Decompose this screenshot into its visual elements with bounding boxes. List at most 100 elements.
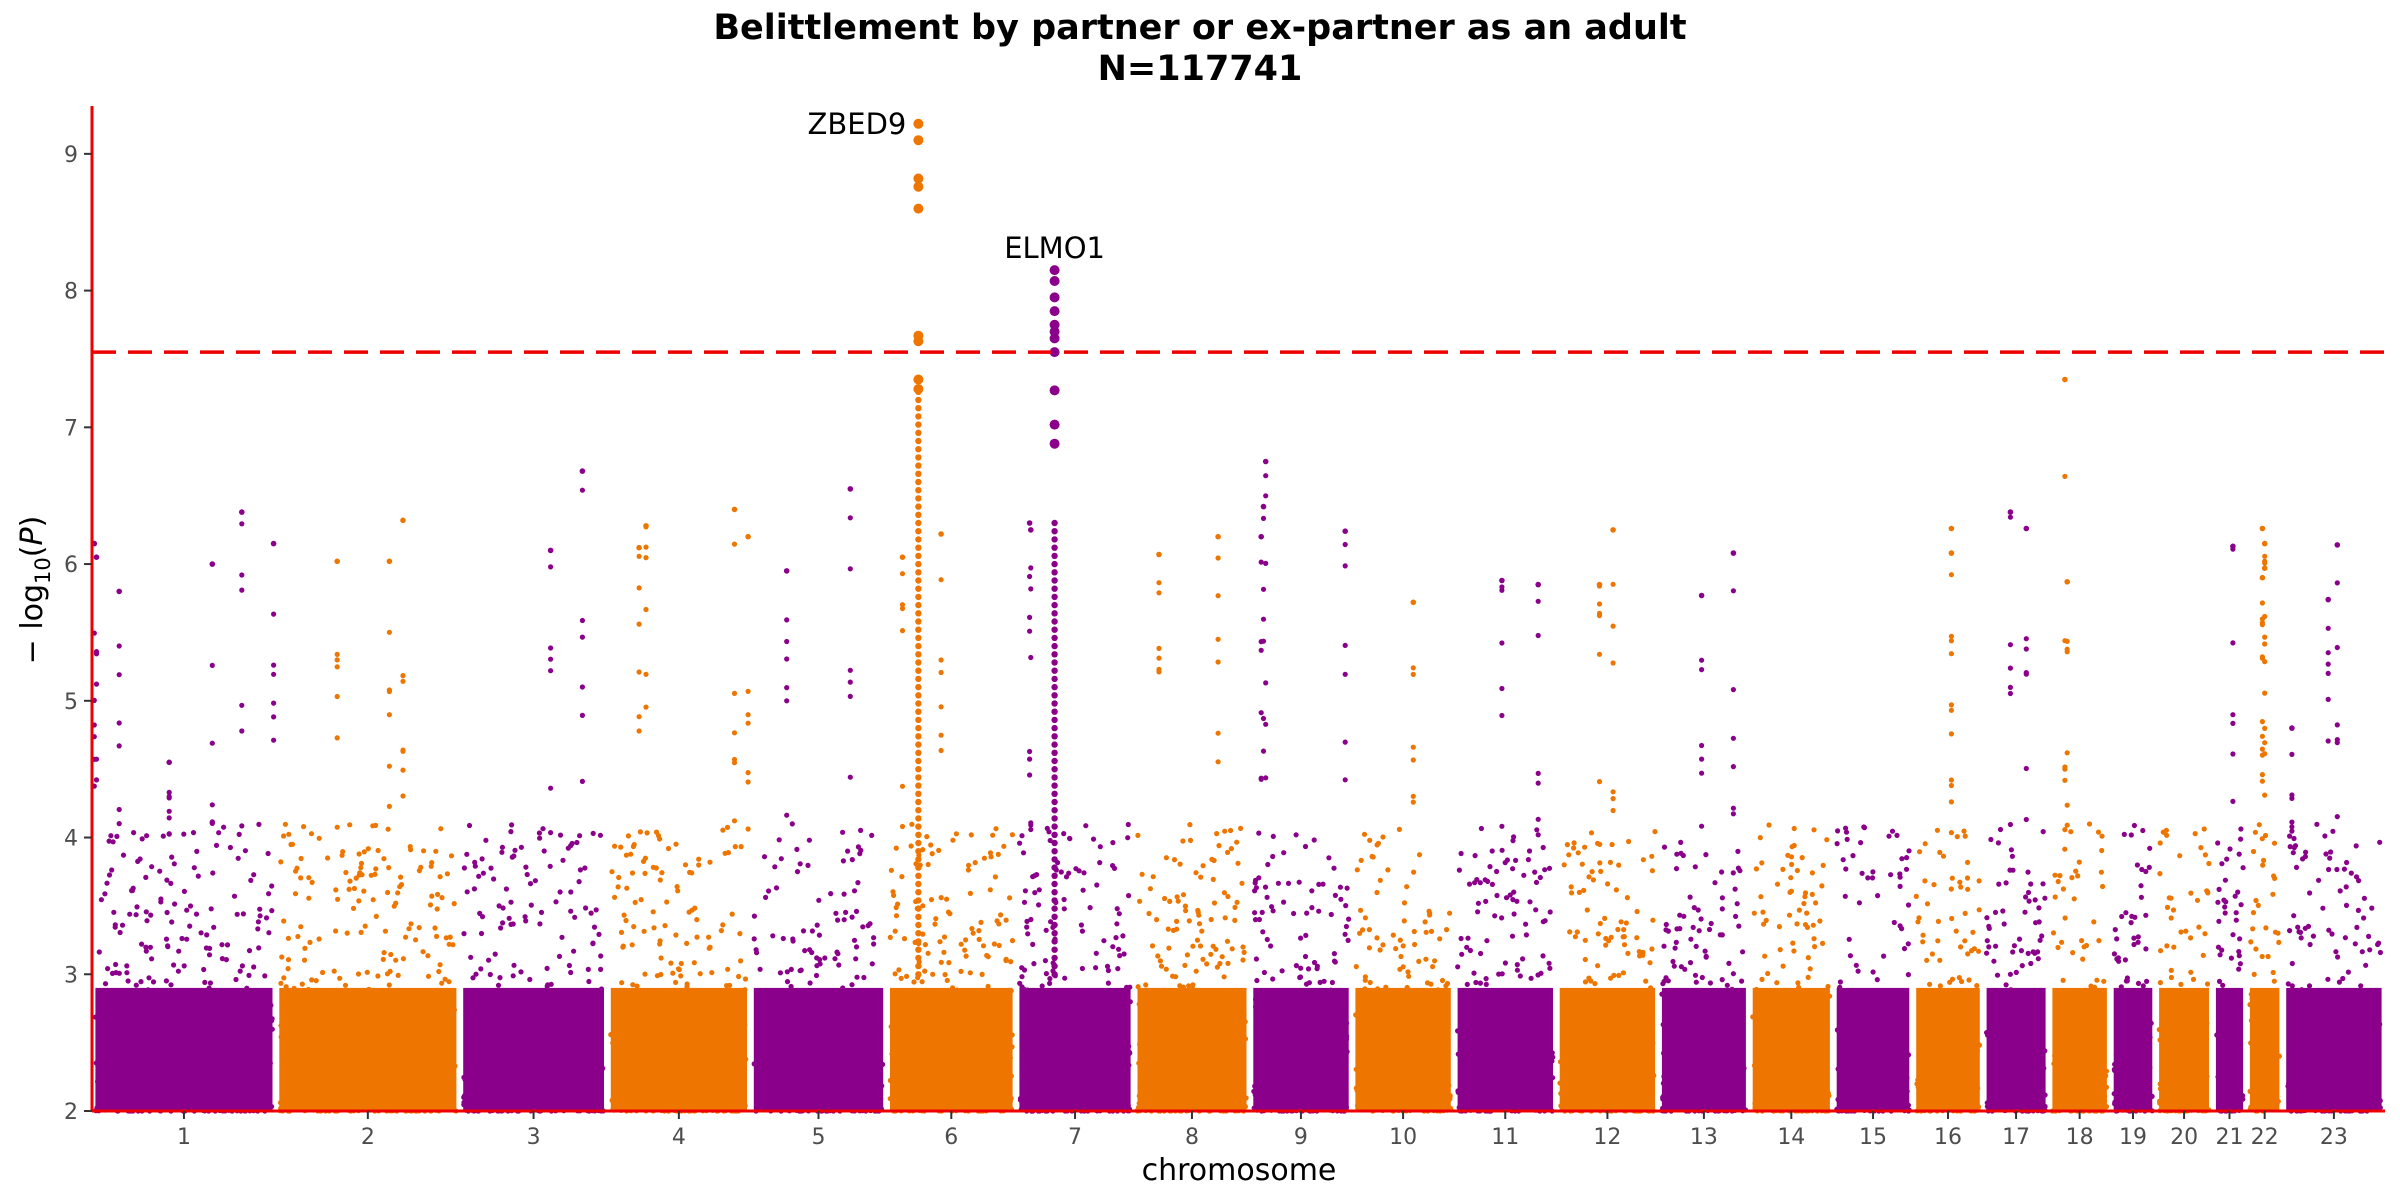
data-point xyxy=(1794,921,1800,927)
data-point xyxy=(1225,960,1231,967)
data-point xyxy=(674,884,680,890)
data-point xyxy=(1186,983,1192,989)
data-point xyxy=(766,888,772,894)
data-point xyxy=(1603,942,1609,948)
data-point xyxy=(413,937,419,943)
data-point xyxy=(1304,910,1310,916)
data-point xyxy=(316,835,322,841)
chromosome-points-6 xyxy=(887,821,1016,1114)
data-point xyxy=(1393,946,1399,952)
data-point xyxy=(1317,979,1323,986)
data-point xyxy=(1464,981,1470,988)
data-point xyxy=(1003,956,1009,963)
data-point xyxy=(1889,828,1896,834)
chromosome-dense-band-6 xyxy=(890,987,1013,1111)
data-point xyxy=(406,926,412,932)
data-point xyxy=(1228,846,1234,852)
data-point xyxy=(2062,915,2068,921)
data-point xyxy=(282,821,288,827)
data-point xyxy=(1342,931,1348,937)
data-point xyxy=(262,973,268,979)
data-point xyxy=(1146,910,1152,917)
data-point xyxy=(298,855,304,862)
data-point xyxy=(1293,832,1299,838)
data-point xyxy=(591,924,598,930)
data-point xyxy=(237,968,243,974)
data-point xyxy=(1703,953,1709,960)
data-point xyxy=(590,830,596,837)
data-point xyxy=(219,956,225,962)
data-point xyxy=(2052,872,2058,878)
data-point xyxy=(2143,912,2149,918)
data-point xyxy=(255,919,261,925)
data-point xyxy=(266,930,272,936)
data-point xyxy=(978,919,984,926)
data-point xyxy=(510,973,516,979)
data-point xyxy=(1455,964,1461,970)
data-point xyxy=(1624,895,1630,901)
data-point xyxy=(1810,922,1816,928)
data-point xyxy=(930,971,936,977)
data-point xyxy=(1492,913,1498,919)
data-point xyxy=(1211,900,1218,906)
data-point xyxy=(335,896,341,902)
data-point xyxy=(845,848,851,854)
data-point xyxy=(1984,938,1990,944)
data-point xyxy=(385,889,391,896)
data-point xyxy=(929,851,935,857)
data-point xyxy=(1221,974,1227,980)
data-point xyxy=(1649,853,1655,859)
data-point xyxy=(2010,949,2016,955)
data-point xyxy=(251,964,257,970)
data-point xyxy=(381,950,387,956)
data-point xyxy=(299,981,305,987)
data-point xyxy=(1320,881,1326,887)
data-point xyxy=(418,864,424,871)
data-point xyxy=(849,914,855,920)
data-point xyxy=(446,979,452,985)
data-point xyxy=(532,878,539,884)
data-point xyxy=(1579,861,1585,867)
data-point xyxy=(751,913,758,919)
data-point xyxy=(1984,915,1990,921)
chromosome-points-8 xyxy=(1135,822,1249,1114)
data-point xyxy=(1080,887,1086,893)
data-point xyxy=(471,886,477,892)
data-point xyxy=(650,864,657,870)
data-point xyxy=(1901,946,1908,952)
data-point xyxy=(1811,936,1817,942)
data-point xyxy=(1762,953,1768,959)
data-point xyxy=(1546,960,1552,966)
data-point xyxy=(109,867,115,873)
data-point xyxy=(1976,907,1982,913)
data-point xyxy=(996,942,1002,949)
data-point xyxy=(499,849,505,855)
data-point xyxy=(1961,828,1967,834)
data-point xyxy=(1019,974,1025,980)
data-point xyxy=(1698,916,1704,922)
data-point xyxy=(522,914,528,920)
data-point xyxy=(797,861,803,867)
data-point xyxy=(2134,862,2140,868)
data-point xyxy=(480,870,486,876)
data-point xyxy=(922,942,929,948)
data-point xyxy=(221,824,227,830)
data-point xyxy=(1807,966,1813,972)
data-point xyxy=(1093,965,1099,971)
data-point xyxy=(1759,860,1765,866)
data-point xyxy=(470,975,476,981)
data-point xyxy=(2062,846,2068,852)
data-point xyxy=(634,983,640,989)
data-point xyxy=(1416,958,1422,965)
data-point xyxy=(598,953,604,959)
data-point xyxy=(169,919,175,925)
data-point xyxy=(1824,837,1830,843)
data-point xyxy=(1396,826,1402,833)
data-point xyxy=(1406,973,1412,979)
data-point xyxy=(623,917,629,924)
data-point xyxy=(773,885,780,891)
data-point xyxy=(813,972,820,979)
data-point xyxy=(1477,980,1483,986)
data-point xyxy=(908,843,914,849)
data-point xyxy=(1811,827,1817,833)
